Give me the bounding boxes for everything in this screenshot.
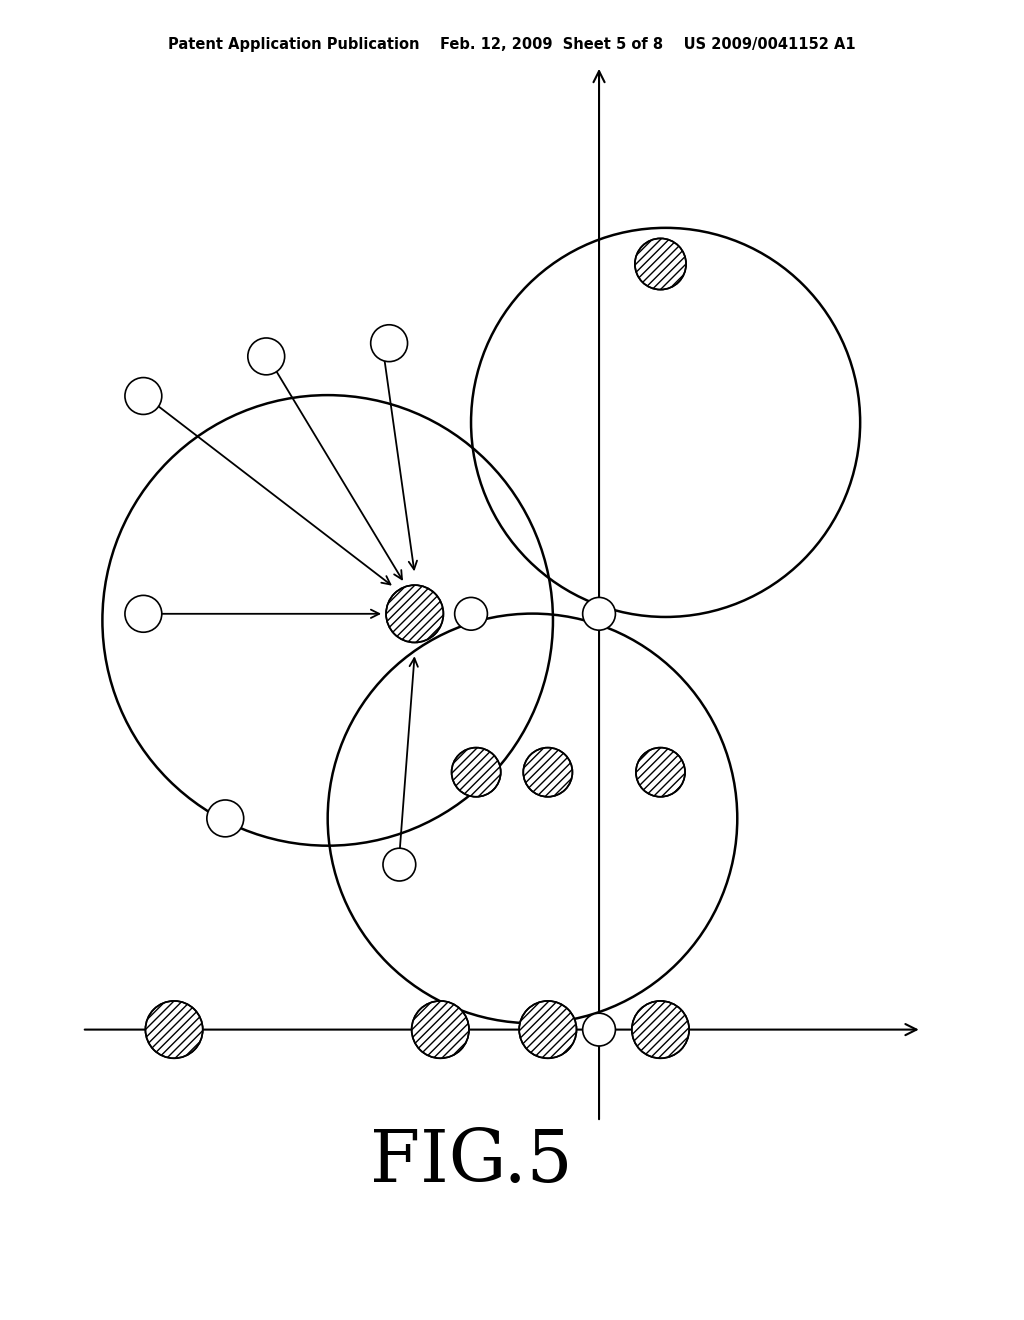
Ellipse shape: [125, 595, 162, 632]
Ellipse shape: [632, 1001, 689, 1059]
Text: FIG.5: FIG.5: [370, 1126, 572, 1197]
Ellipse shape: [452, 747, 501, 797]
Ellipse shape: [519, 1001, 577, 1059]
Ellipse shape: [383, 849, 416, 880]
Ellipse shape: [125, 378, 162, 414]
Ellipse shape: [412, 1001, 469, 1059]
Ellipse shape: [583, 1014, 615, 1045]
Ellipse shape: [455, 598, 487, 630]
Ellipse shape: [636, 747, 685, 797]
Ellipse shape: [386, 585, 443, 643]
Ellipse shape: [145, 1001, 203, 1059]
Ellipse shape: [248, 338, 285, 375]
Ellipse shape: [207, 800, 244, 837]
Text: Patent Application Publication    Feb. 12, 2009  Sheet 5 of 8    US 2009/0041152: Patent Application Publication Feb. 12, …: [168, 37, 856, 53]
Ellipse shape: [635, 239, 686, 289]
Ellipse shape: [523, 747, 572, 797]
Ellipse shape: [371, 325, 408, 362]
Ellipse shape: [583, 598, 615, 630]
